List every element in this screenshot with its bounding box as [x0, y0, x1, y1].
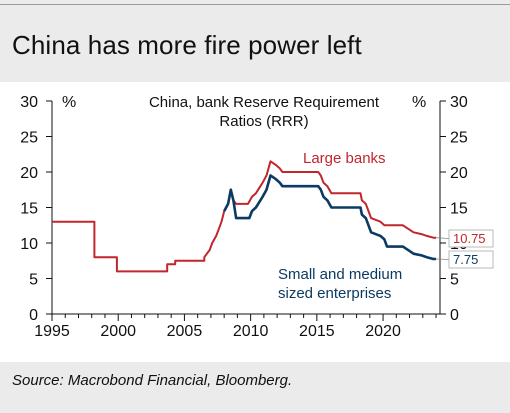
x-tick-label: 2000 — [100, 323, 136, 340]
x-tick-label: 1995 — [34, 323, 70, 340]
chart-title-line: Ratios (RRR) — [219, 113, 308, 130]
right-unit-label: % — [412, 94, 426, 111]
page-title: China has more fire power left — [12, 30, 362, 60]
left-unit-label: % — [62, 94, 76, 111]
left-y-tick-label: 5 — [29, 272, 38, 289]
chart-title-line: China, bank Reserve Requirement — [149, 94, 380, 111]
series-layer — [52, 160, 436, 273]
left-y-tick-label: 10 — [20, 236, 38, 253]
large-banks-end-value: 10.75 — [453, 231, 486, 246]
right-y-tick-label: 5 — [450, 272, 459, 289]
large-banks-end-box — [448, 229, 494, 248]
right-y-tick-label: 25 — [450, 130, 468, 147]
left-y-tick-label: 20 — [20, 165, 38, 182]
right-y-tick-label: 30 — [450, 94, 468, 111]
large-banks-line — [52, 160, 436, 273]
right-y-tick-label: 15 — [450, 201, 468, 218]
labels-layer: % % China, bank Reserve Requirement Ratios … — [62, 94, 494, 302]
top-rule — [0, 4, 510, 5]
sme-label-line: sized enterprises — [278, 285, 391, 302]
left-y-tick-label: 15 — [20, 201, 38, 218]
sme-end-leader — [436, 258, 450, 260]
left-y-tick-label: 25 — [20, 130, 38, 147]
x-tick-label: 2005 — [167, 323, 203, 340]
sme-label-line: Small and medium — [278, 266, 402, 283]
left-y-tick-label: 0 — [29, 307, 38, 324]
header-band: China has more fire power left — [0, 0, 510, 82]
large-banks-label: Large banks — [303, 150, 386, 167]
x-tick-label: 2015 — [299, 323, 335, 340]
left-y-tick-label: 30 — [20, 94, 38, 111]
rrr-line-chart: 0055101015152020252530301995200020052010… — [20, 94, 494, 340]
footer-band — [0, 362, 510, 413]
sme-line — [223, 174, 436, 261]
right-y-tick-label: 0 — [450, 307, 459, 324]
sme-end-value: 7.75 — [453, 252, 478, 267]
source-note: Source: Macrobond Financial, Bloomberg. — [12, 372, 293, 389]
large-banks-end-leader — [436, 237, 450, 239]
x-tick-label: 2010 — [233, 323, 269, 340]
x-tick-label: 2020 — [365, 323, 401, 340]
right-y-tick-label: 20 — [450, 165, 468, 182]
sme-end-box — [448, 250, 494, 269]
